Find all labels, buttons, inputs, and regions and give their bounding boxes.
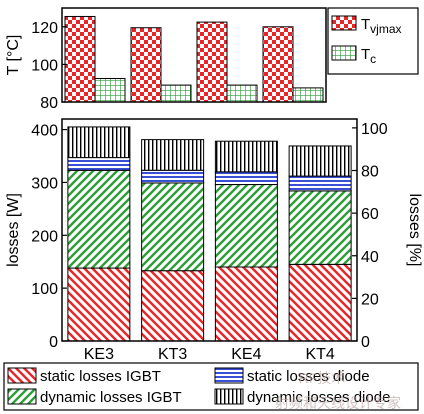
legend-label-tc: Tc xyxy=(361,46,376,66)
temperature-chart: 80 100 120 T [°C] Tvjmax Tc xyxy=(5,7,419,112)
legend-swatch-tvjmax xyxy=(331,15,357,31)
legend-swatch-static-losses-igbt xyxy=(7,367,37,384)
watermark-line-1: RF技术 xyxy=(299,370,346,386)
bar-dynamic-losses-igbt-ke3 xyxy=(67,169,131,269)
bar-tc-kt4 xyxy=(292,87,324,103)
losses-right-y-tick-label: 80 xyxy=(361,164,379,181)
bar-static-losses-diode-ke3 xyxy=(67,157,131,171)
bar-static-losses-diode-kt3 xyxy=(141,169,205,184)
legend-label-static-losses-igbt: static losses IGBT xyxy=(40,368,161,385)
losses-right-y-tick-label: 60 xyxy=(361,206,379,223)
losses-y-tick-label: 0 xyxy=(49,334,58,351)
losses-x-tick-label: KE4 xyxy=(231,346,261,363)
losses-bars xyxy=(67,126,352,342)
bar-tc-kt3 xyxy=(160,84,192,103)
watermark-line-2: 射频和天线设计专家 xyxy=(275,395,401,411)
legend-swatch-static-losses-diode xyxy=(214,367,244,384)
losses-right-y-tick-label: 40 xyxy=(361,249,379,266)
losses-y-ticks: 0 100 200 300 400 xyxy=(31,123,67,351)
temperature-y-axis-label: T [°C] xyxy=(5,35,22,76)
losses-right-y-tick-label: 0 xyxy=(361,334,370,351)
losses-y-tick-label: 400 xyxy=(31,123,58,140)
temperature-legend: Tvjmax Tc xyxy=(327,7,419,75)
bar-dynamic-losses-igbt-kt4 xyxy=(288,190,352,265)
bar-static-losses-igbt-kt3 xyxy=(141,270,205,342)
legend-label-tc-sub: c xyxy=(370,52,376,66)
losses-y-tick-label: 100 xyxy=(31,281,58,298)
bar-dynamic-losses-diode-ke4 xyxy=(214,140,278,173)
bar-dynamic-losses-diode-kt4 xyxy=(288,145,352,177)
bar-dynamic-losses-igbt-ke4 xyxy=(214,184,278,268)
bar-tvjmax-ke4 xyxy=(196,21,228,103)
losses-legend-items: static losses IGBT static losses diode dyn… xyxy=(7,367,390,406)
watermark: RF技术 射频和天线设计专家 xyxy=(275,370,401,411)
losses-x-tick-label: KE3 xyxy=(84,346,114,363)
legend-label-tc-main: T xyxy=(361,46,370,63)
legend-label-dynamic-losses-igbt: dynamic losses IGBT xyxy=(40,389,182,406)
losses-right-y-tick-label: 100 xyxy=(361,121,388,138)
bar-dynamic-losses-igbt-kt3 xyxy=(141,182,205,272)
bar-tc-ke4 xyxy=(226,84,258,103)
losses-right-y-axis-label: losses [%] xyxy=(406,194,423,267)
losses-y-tick-label: 200 xyxy=(31,228,58,245)
temperature-bars xyxy=(64,15,324,103)
bar-static-losses-diode-ke4 xyxy=(214,171,278,186)
legend-label-tvjmax: Tvjmax xyxy=(361,16,402,36)
legend-label-tvjmax-main: T xyxy=(361,16,370,33)
bar-dynamic-losses-diode-kt3 xyxy=(141,139,205,171)
losses-x-ticks: KE3 KT3 KE4 KT4 xyxy=(84,346,335,363)
bar-static-losses-igbt-ke4 xyxy=(214,266,278,342)
bar-tvjmax-kt3 xyxy=(130,27,162,103)
bar-dynamic-losses-diode-ke3 xyxy=(67,126,131,159)
legend-swatch-tc xyxy=(331,45,357,61)
losses-x-tick-label: KT3 xyxy=(158,346,187,363)
legend-swatch-dynamic-losses-igbt xyxy=(7,388,37,405)
bar-tc-ke3 xyxy=(94,78,126,103)
legend-label-dynamic-losses-diode: dynamic losses diode xyxy=(247,389,390,406)
bar-tvjmax-kt4 xyxy=(262,26,294,103)
temperature-legend-box xyxy=(327,7,419,75)
legend-label-static-losses-diode: static losses diode xyxy=(247,368,370,385)
losses-legend: static losses IGBT static losses diode dyn… xyxy=(3,362,419,411)
legend-swatch-dynamic-losses-diode xyxy=(214,388,244,405)
temperature-y-ticks: 80 100 120 xyxy=(31,20,67,112)
bar-tvjmax-ke3 xyxy=(64,15,96,103)
bar-static-losses-diode-kt4 xyxy=(288,175,352,192)
temperature-y-tick-label: 120 xyxy=(31,20,58,37)
bar-static-losses-igbt-kt4 xyxy=(288,263,352,342)
losses-plot-frame xyxy=(61,118,358,342)
losses-right-y-tick-label: 20 xyxy=(361,291,379,308)
losses-y-axis-label: losses [W] xyxy=(5,193,22,267)
losses-legend-box xyxy=(3,362,419,411)
bar-static-losses-igbt-ke3 xyxy=(67,267,131,342)
losses-x-tick-label: KT4 xyxy=(305,346,334,363)
losses-y-tick-label: 300 xyxy=(31,175,58,192)
legend-label-tvjmax-sub: vjmax xyxy=(370,22,401,36)
temperature-y-tick-label: 100 xyxy=(31,57,58,74)
temperature-plot-frame xyxy=(61,7,327,103)
temperature-y-tick-label: 80 xyxy=(40,95,58,112)
losses-right-y-ticks: 0 20 40 60 80 100 xyxy=(352,121,388,351)
